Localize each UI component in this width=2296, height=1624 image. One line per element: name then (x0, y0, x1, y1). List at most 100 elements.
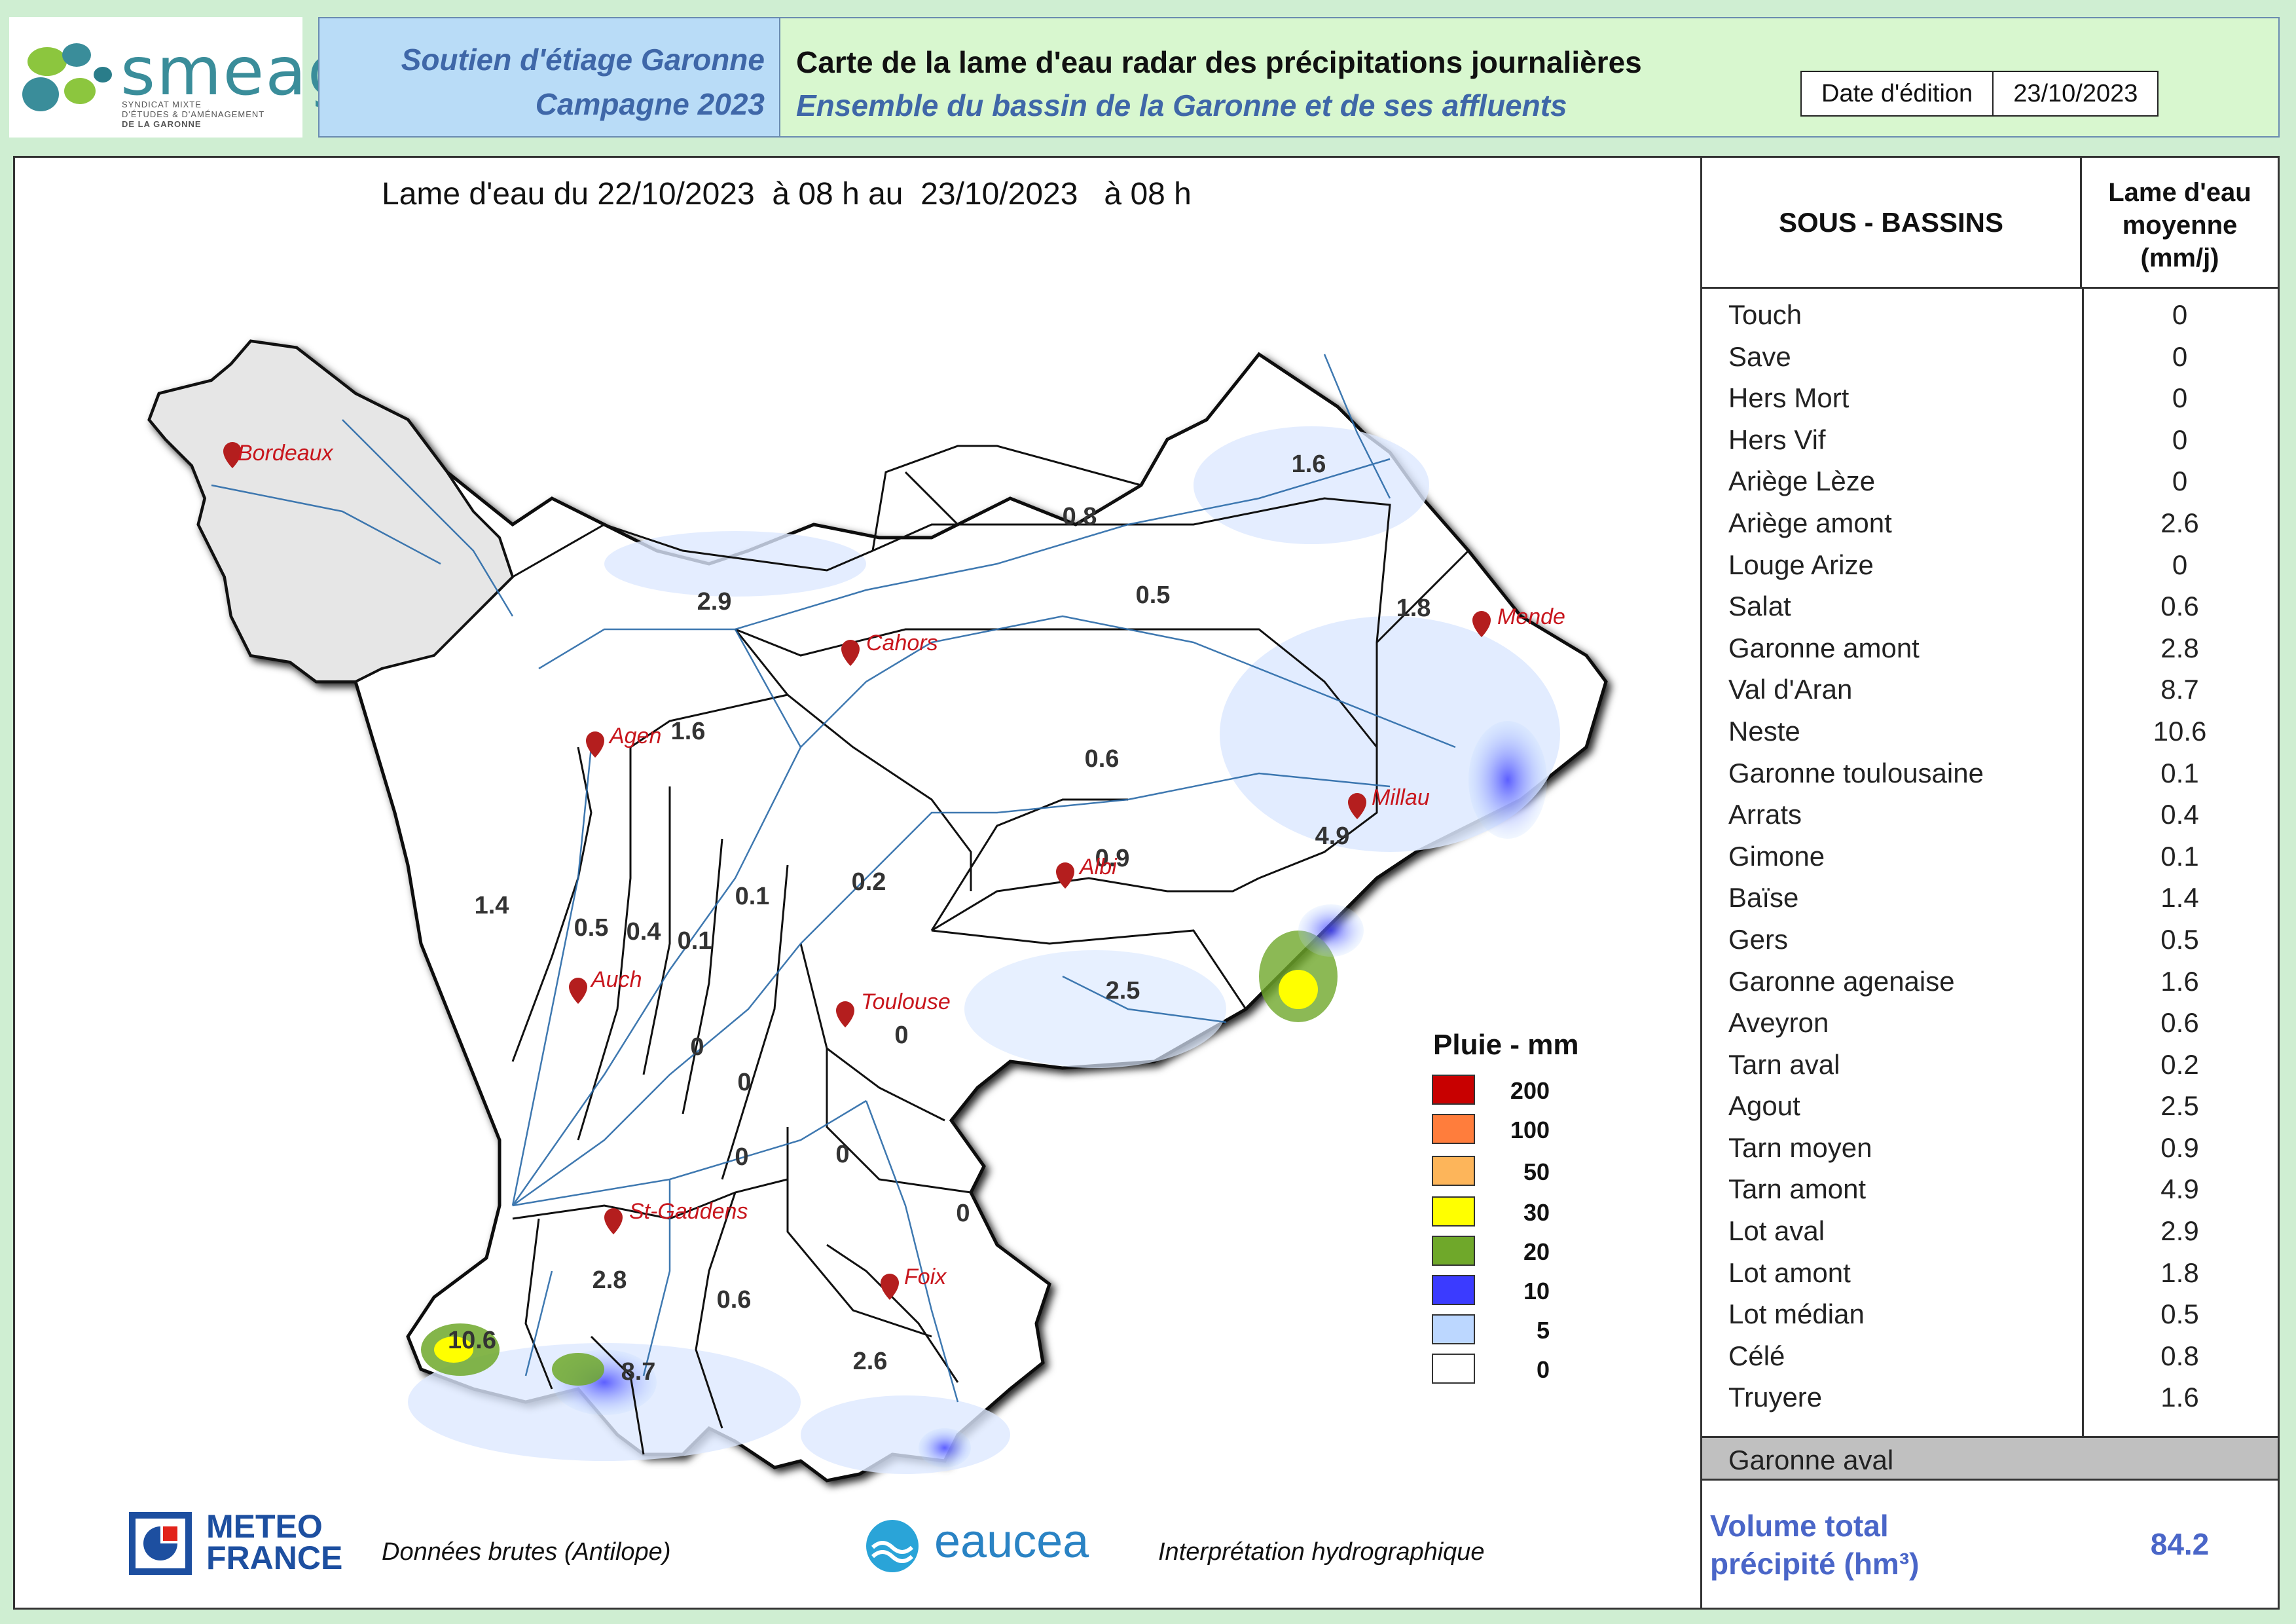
legend-row-0: 0 (1432, 1354, 1550, 1386)
logo-subtitle: SYNDICAT MIXTE D'ÉTUDES & D'AMÉNAGEMENT … (122, 100, 265, 129)
city-foix: Foix (881, 1264, 947, 1300)
table-row: Aveyron 0.6 (1702, 997, 2278, 1039)
value-louge-arize: 0 (735, 1143, 748, 1171)
map-pin-icon (836, 1001, 854, 1027)
subbasin-value: 0 (2172, 299, 2188, 330)
subbasin-name: Ariège amont (1728, 507, 1892, 538)
table-row: Baïse 1.4 (1702, 872, 2278, 913)
subbasin-name: Save (1728, 341, 1791, 372)
table-row: Hers Mort 0 (1702, 372, 2278, 414)
value-garonne-amont: 2.8 (592, 1266, 627, 1294)
value-lot-aval: 2.9 (697, 588, 732, 616)
table-row: Ariège Lèze 0 (1702, 455, 2278, 497)
table-row: Gimone 0.1 (1702, 830, 2278, 872)
city-auch: Auch (569, 967, 642, 1004)
rain-patch-ariege-blue (919, 1428, 971, 1467)
subbasin-name: Salat (1728, 591, 1791, 622)
map-pin-icon (1472, 611, 1491, 637)
subbasin-name: Hers Mort (1728, 382, 1850, 414)
legend-row-5: 5 (1432, 1314, 1550, 1347)
logo-name: smeag (120, 33, 352, 111)
subbasin-value: 0 (2172, 549, 2188, 580)
header-sous-bassins: SOUS - BASSINS (1702, 158, 2082, 289)
subbasin-value: 0.6 (2160, 591, 2199, 622)
subbasin-value: 1.6 (2160, 1382, 2199, 1413)
subbasin-name: Garonne toulousaine (1728, 757, 1984, 788)
svg-text:Agen: Agen (608, 724, 661, 748)
svg-text:Cahors: Cahors (866, 631, 938, 655)
table-row: Lot amont 1.8 (1702, 1247, 2278, 1289)
table-row: Arrats 0.4 (1702, 788, 2278, 830)
volume-total-label: Volume total précipité (hm³) (1710, 1509, 1920, 1581)
rain-patch-east-blue2 (1298, 904, 1364, 957)
subbasin-name: Garonne agenaise (1728, 965, 1955, 997)
table-row: Touch 0 (1702, 289, 2278, 331)
map-pin-icon (841, 640, 860, 666)
edition-date-box: Date d'édition 23/10/2023 (1800, 71, 2159, 117)
value-tarn-aval: 0.2 (852, 868, 886, 896)
table-row: Tarn amont 4.9 (1702, 1163, 2278, 1205)
legend-swatch (1432, 1236, 1475, 1266)
subbasin-name: Lot amont (1728, 1257, 1851, 1288)
table-row: Ariège amont 2.6 (1702, 497, 2278, 539)
page-subtitle: Ensemble du bassin de la Garonne et de s… (796, 88, 1567, 122)
rain-patch-aran-green (552, 1353, 604, 1386)
map-pin-icon (586, 731, 604, 758)
subbasin-value: 2.6 (2160, 507, 2199, 538)
rain-patch-neste-yellow (434, 1337, 473, 1363)
value-ariege-leze: 0 (835, 1141, 849, 1168)
legend-swatch (1432, 1354, 1475, 1384)
value-touch: 0 (737, 1069, 751, 1096)
legend-row-200: 200 (1432, 1075, 1550, 1107)
table-row: Garonne amont 2.8 (1702, 622, 2278, 664)
table-row: Neste 10.6 (1702, 705, 2278, 747)
svg-text:St-Gaudens: St-Gaudens (629, 1199, 748, 1224)
value-neste: 10.6 (448, 1327, 496, 1354)
legend-swatch (1432, 1196, 1475, 1227)
subbasin-value: 2.5 (2160, 1090, 2199, 1122)
rain-zone-ariege (801, 1395, 1010, 1474)
table-row: Tarn aval 0.2 (1702, 1039, 2278, 1080)
table-row: Lot médian 0.5 (1702, 1288, 2278, 1330)
subbasin-name: Tarn moyen (1728, 1132, 1872, 1163)
smeag-leaf-icon (22, 43, 112, 111)
value-tarn-moyen: 0.9 (1095, 845, 1130, 872)
page-title: Carte de la lame d'eau radar des précipi… (796, 45, 1642, 79)
table-row: Truyere 1.6 (1702, 1371, 2278, 1413)
subbasin-name: Hers Vif (1728, 424, 1826, 455)
source-note: Données brutes (Antilope) (382, 1538, 671, 1566)
subbasin-name: Aveyron (1728, 1007, 1829, 1039)
table-row: Salat 0.6 (1702, 580, 2278, 622)
table-row: Tarn moyen 0.9 (1702, 1122, 2278, 1164)
city-bordeaux: Bordeaux (223, 441, 334, 468)
subbasin-name: Agout (1728, 1090, 1800, 1122)
city-millau: Millau (1348, 785, 1430, 819)
table-row: Hers Vif 0 (1702, 414, 2278, 456)
subbasin-value: 0.6 (2160, 1007, 2199, 1039)
table-row: Garonne agenaise 1.6 (1702, 955, 2278, 997)
subbasin-value: 0 (2172, 341, 2188, 372)
city-st-gaudens: St-Gaudens (604, 1199, 748, 1234)
svg-text:Bordeaux: Bordeaux (238, 441, 334, 466)
map-pin-icon (223, 442, 242, 468)
rain-zone-agout (964, 950, 1226, 1068)
subbasin-value: 10.6 (2153, 715, 2207, 747)
value-agout: 2.5 (1106, 977, 1140, 1005)
eaucea-logo-text: eaucea (934, 1515, 1089, 1568)
legend-swatch (1432, 1075, 1475, 1105)
legend-swatch (1432, 1314, 1475, 1344)
campaign-line1: Soutien d'étiage Garonne (401, 43, 765, 77)
city-markers: Bordeaux Cahors Mende Agen Millau Albi (223, 441, 1565, 1300)
table-body: Touch 0 Save 0 Hers Mort 0 Hers Vif 0 Ariège Lèz… (1702, 289, 2278, 1413)
campaign-box: Soutien d'étiage Garonne Campagne 2023 (318, 17, 780, 138)
subbasin-name: Garonne amont (1728, 632, 1920, 663)
title-box: Carte de la lame d'eau radar des précipi… (780, 17, 2280, 138)
date-value: 23/10/2023 (1992, 72, 2157, 115)
subbasin-name: Ariège Lèze (1728, 466, 1876, 497)
subbasin-value: 1.4 (2160, 882, 2199, 913)
subbasin-name: Gimone (1728, 840, 1825, 872)
meteo-france-logo-text: METEO FRANCE (206, 1508, 343, 1576)
subbasin-name: Touch (1728, 299, 1802, 330)
subbasin-value: 2.9 (2160, 1215, 2199, 1247)
rain-patch-east-blue (1468, 721, 1547, 839)
